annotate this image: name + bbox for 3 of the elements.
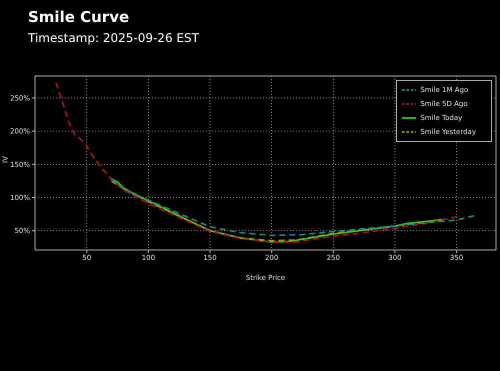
chart-title: Smile Curve — [28, 8, 130, 26]
chart-subtitle: Timestamp: 2025-09-26 EST — [28, 31, 199, 45]
line-series — [110, 178, 476, 236]
